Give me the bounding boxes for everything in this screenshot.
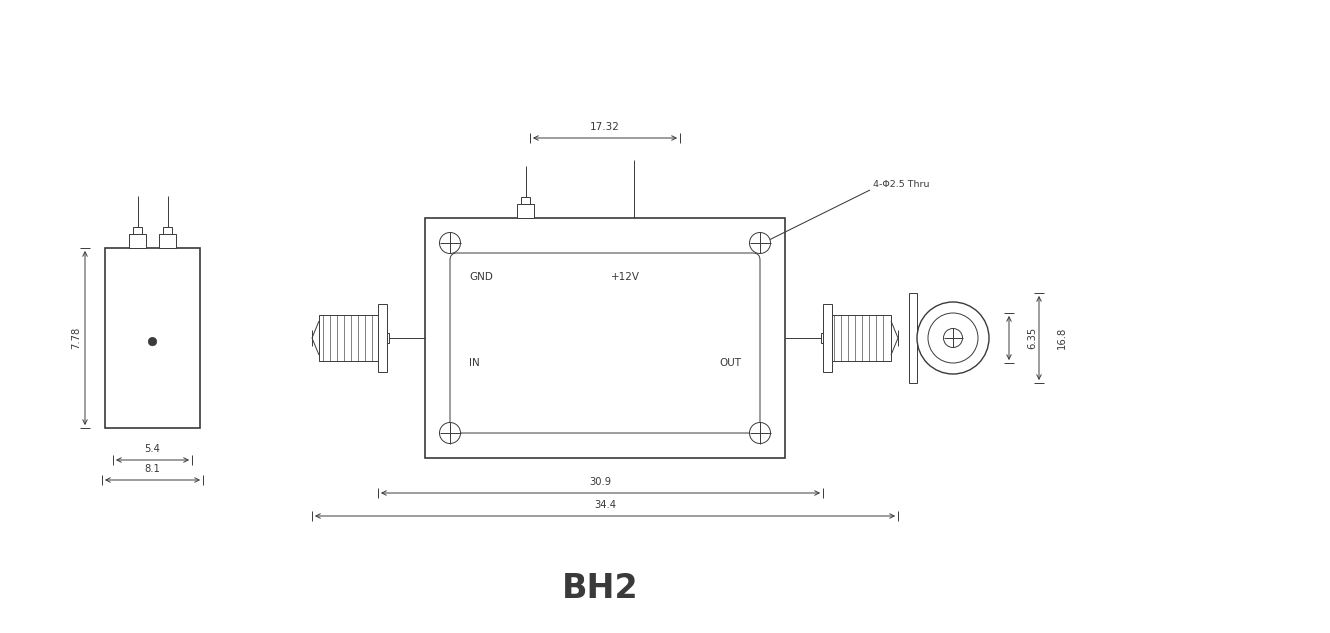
Bar	[378, 304, 387, 372]
FancyBboxPatch shape	[450, 253, 759, 433]
Circle shape	[928, 313, 978, 363]
Circle shape	[916, 302, 990, 374]
Bar	[164, 227, 172, 234]
Bar	[133, 227, 142, 234]
Bar	[319, 315, 387, 361]
Text: GND: GND	[469, 272, 493, 282]
Text: 4-Φ2.5 Thru: 4-Φ2.5 Thru	[872, 180, 930, 189]
Text: 6.35: 6.35	[1027, 327, 1037, 349]
Bar	[823, 315, 891, 361]
Circle shape	[149, 337, 157, 346]
Text: 17.32: 17.32	[591, 122, 620, 132]
Bar	[129, 234, 146, 248]
Text: +12V: +12V	[610, 272, 640, 282]
Text: BH2: BH2	[561, 572, 638, 605]
Circle shape	[750, 232, 770, 253]
Bar	[160, 234, 176, 248]
Circle shape	[750, 422, 770, 444]
Text: 34.4: 34.4	[595, 500, 616, 510]
Bar	[105, 248, 200, 428]
Bar	[821, 333, 825, 343]
Text: 7.78: 7.78	[70, 327, 81, 349]
Text: 8.1: 8.1	[145, 464, 161, 474]
Text: OUT: OUT	[720, 358, 741, 368]
Bar	[426, 218, 785, 458]
Bar	[521, 197, 531, 204]
Circle shape	[943, 329, 963, 348]
Text: 5.4: 5.4	[145, 444, 161, 454]
Bar	[823, 304, 833, 372]
Circle shape	[439, 422, 460, 444]
Circle shape	[439, 232, 460, 253]
Bar	[384, 333, 388, 343]
Text: 30.9: 30.9	[589, 477, 612, 487]
Bar	[517, 204, 535, 218]
Bar	[908, 293, 916, 383]
Text: 16.8: 16.8	[1057, 327, 1067, 349]
Text: IN: IN	[469, 358, 480, 368]
